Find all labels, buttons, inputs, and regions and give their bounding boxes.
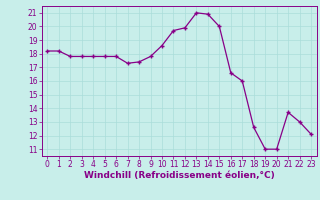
X-axis label: Windchill (Refroidissement éolien,°C): Windchill (Refroidissement éolien,°C)	[84, 171, 275, 180]
